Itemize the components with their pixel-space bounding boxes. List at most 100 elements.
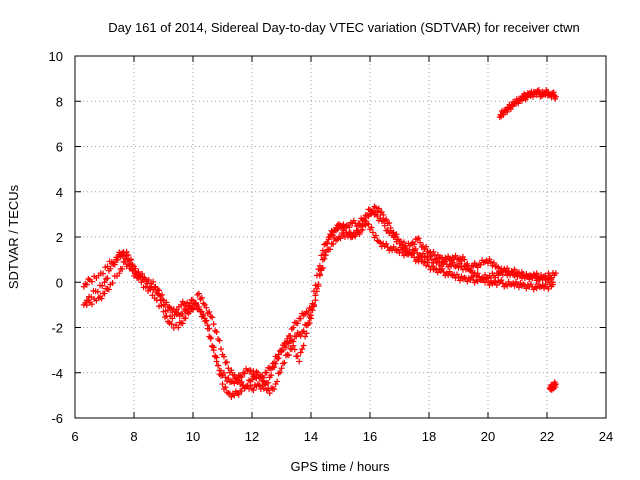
data-point (386, 219, 393, 226)
data-point (244, 382, 251, 389)
data-point (495, 264, 502, 271)
data-point (204, 322, 211, 329)
data-point (487, 258, 494, 265)
data-point (159, 296, 166, 303)
data-point (448, 257, 455, 264)
data-point (397, 246, 404, 253)
data-point (148, 283, 155, 290)
data-point (169, 315, 176, 322)
data-point (439, 265, 446, 272)
data-point (213, 329, 220, 336)
data-point (168, 321, 175, 328)
x-tick-label: 8 (130, 429, 137, 444)
data-point (310, 303, 317, 310)
data-point (164, 307, 171, 314)
data-point (297, 349, 304, 356)
data-point (294, 320, 301, 327)
data-point (456, 277, 463, 284)
data-point (220, 353, 227, 360)
data-point (383, 240, 390, 247)
data-point (116, 270, 123, 277)
data-point (107, 265, 114, 272)
data-point (268, 365, 275, 372)
data-point (504, 282, 511, 289)
data-point (490, 259, 497, 266)
data-point (337, 235, 344, 242)
data-point (206, 309, 213, 316)
data-point (278, 365, 285, 372)
data-point (142, 275, 149, 282)
data-point (105, 286, 112, 293)
data-point (486, 281, 493, 288)
data-point (104, 275, 111, 282)
data-point (343, 229, 350, 236)
data-point (411, 241, 418, 248)
data-point (220, 369, 227, 376)
data-point (464, 260, 471, 267)
data-point (313, 288, 320, 295)
data-point (182, 315, 189, 322)
data-point (114, 256, 121, 263)
x-tick-label: 18 (422, 429, 436, 444)
data-point (109, 280, 116, 287)
data-point (415, 235, 422, 242)
x-axis-label: GPS time / hours (291, 459, 390, 474)
data-point (440, 269, 447, 276)
data-point (346, 224, 353, 231)
data-point (355, 227, 362, 234)
data-point (461, 256, 468, 263)
data-point (144, 280, 151, 287)
data-point (515, 284, 522, 291)
data-point (285, 352, 292, 359)
data-point (377, 215, 384, 222)
data-point (262, 381, 269, 388)
data-point (356, 231, 363, 238)
data-point (470, 263, 477, 270)
data-point (271, 359, 278, 366)
data-point (303, 330, 310, 337)
data-point (400, 239, 407, 246)
data-point (369, 209, 376, 216)
data-point (225, 375, 232, 382)
data-point (151, 284, 158, 291)
data-point (200, 312, 207, 319)
data-point (306, 319, 313, 326)
data-point (218, 345, 225, 352)
data-point (101, 290, 108, 297)
data-point (446, 268, 453, 275)
data-point (325, 236, 332, 243)
data-point (119, 265, 126, 272)
data-point (504, 108, 511, 115)
data-point (281, 359, 288, 366)
data-point (308, 315, 314, 322)
data-point (187, 300, 194, 307)
y-tick-label: 6 (56, 140, 63, 155)
data-point (368, 224, 375, 231)
data-point (125, 256, 132, 263)
data-point (430, 248, 437, 255)
data-points (80, 87, 559, 400)
data-point (548, 275, 555, 282)
x-tick-label: 16 (363, 429, 377, 444)
y-tick-label: 10 (49, 49, 63, 64)
data-point (179, 320, 186, 327)
data-point (541, 285, 548, 292)
data-point (83, 281, 90, 288)
data-point (206, 325, 213, 332)
data-point (474, 270, 481, 277)
data-point (455, 264, 462, 271)
data-point (300, 342, 307, 349)
data-point (417, 239, 424, 246)
x-tick-label: 20 (481, 429, 495, 444)
data-point (312, 282, 319, 289)
data-point (518, 97, 525, 104)
data-point (203, 304, 210, 311)
data-point (550, 89, 557, 96)
data-point (198, 294, 205, 301)
data-point (150, 278, 157, 285)
data-point (369, 229, 376, 236)
data-point (330, 241, 337, 248)
data-point (511, 266, 518, 273)
data-point (254, 369, 261, 376)
x-tick-label: 10 (186, 429, 200, 444)
